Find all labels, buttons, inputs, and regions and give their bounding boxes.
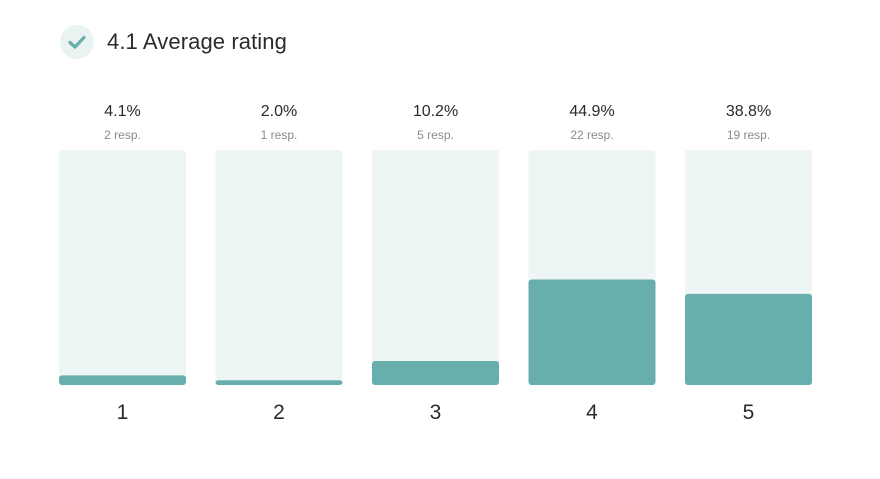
- category-label: 3: [430, 401, 442, 424]
- bar-track: [372, 150, 499, 385]
- response-count-label: 22 resp.: [570, 128, 613, 142]
- bar-track: [215, 150, 343, 385]
- percent-label: 10.2%: [413, 103, 458, 120]
- percent-label: 2.0%: [261, 103, 297, 120]
- category-label: 1: [117, 401, 129, 424]
- bar: [215, 380, 343, 385]
- percent-label: 38.8%: [726, 103, 771, 120]
- question-title: 4.1 Average rating: [107, 29, 287, 54]
- category-label: 4: [586, 401, 598, 424]
- bar-track: [59, 150, 186, 385]
- response-count-label: 1 resp.: [261, 128, 298, 142]
- bar: [59, 375, 186, 385]
- percent-label: 44.9%: [569, 103, 614, 120]
- bar: [685, 293, 812, 385]
- category-label: 5: [743, 401, 755, 424]
- response-count-label: 5 resp.: [417, 128, 454, 142]
- bar: [528, 279, 656, 385]
- percent-label: 4.1%: [104, 103, 140, 120]
- question-header: 4.1 Average rating: [60, 24, 287, 60]
- check-icon: [60, 25, 94, 59]
- category-label: 2: [273, 401, 285, 424]
- bar: [372, 361, 499, 385]
- response-count-label: 19 resp.: [727, 128, 770, 142]
- response-count-label: 2 resp.: [104, 128, 141, 142]
- check-icon-glyph: [68, 35, 86, 49]
